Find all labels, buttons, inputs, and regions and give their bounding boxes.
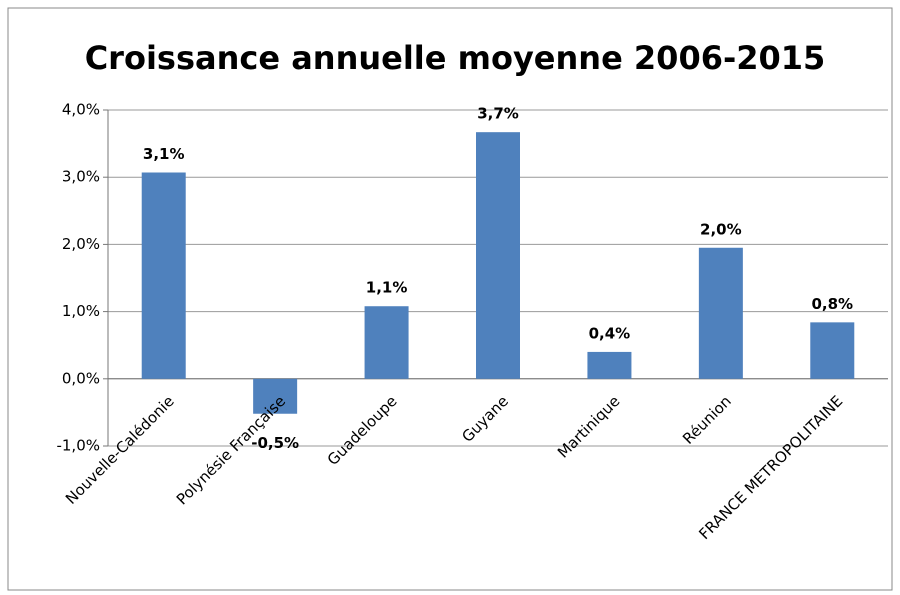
chart-title: Croissance annuelle moyenne 2006-2015 [85, 39, 826, 77]
y-tick-label: 4,0% [62, 101, 100, 119]
bar [364, 306, 409, 379]
bar [141, 172, 186, 379]
y-tick-label: 1,0% [62, 302, 100, 320]
data-label: 3,7% [477, 105, 519, 123]
bar [476, 132, 520, 379]
data-label: 0,8% [811, 295, 853, 313]
data-label: -0,5% [251, 434, 299, 452]
y-tick-label: 2,0% [62, 235, 100, 253]
y-tick-label: 3,0% [62, 168, 100, 186]
bar [587, 351, 632, 379]
y-tick-label: 0,0% [62, 369, 100, 387]
chart-border [7, 7, 893, 591]
data-label: 2,0% [700, 220, 742, 238]
data-label: 0,4% [589, 324, 631, 342]
data-label: 3,1% [143, 145, 185, 163]
data-label: 1,1% [366, 279, 408, 297]
bar [810, 322, 855, 379]
y-tick-label: -1,0% [56, 437, 100, 455]
bar [253, 378, 298, 414]
bar [698, 247, 743, 379]
